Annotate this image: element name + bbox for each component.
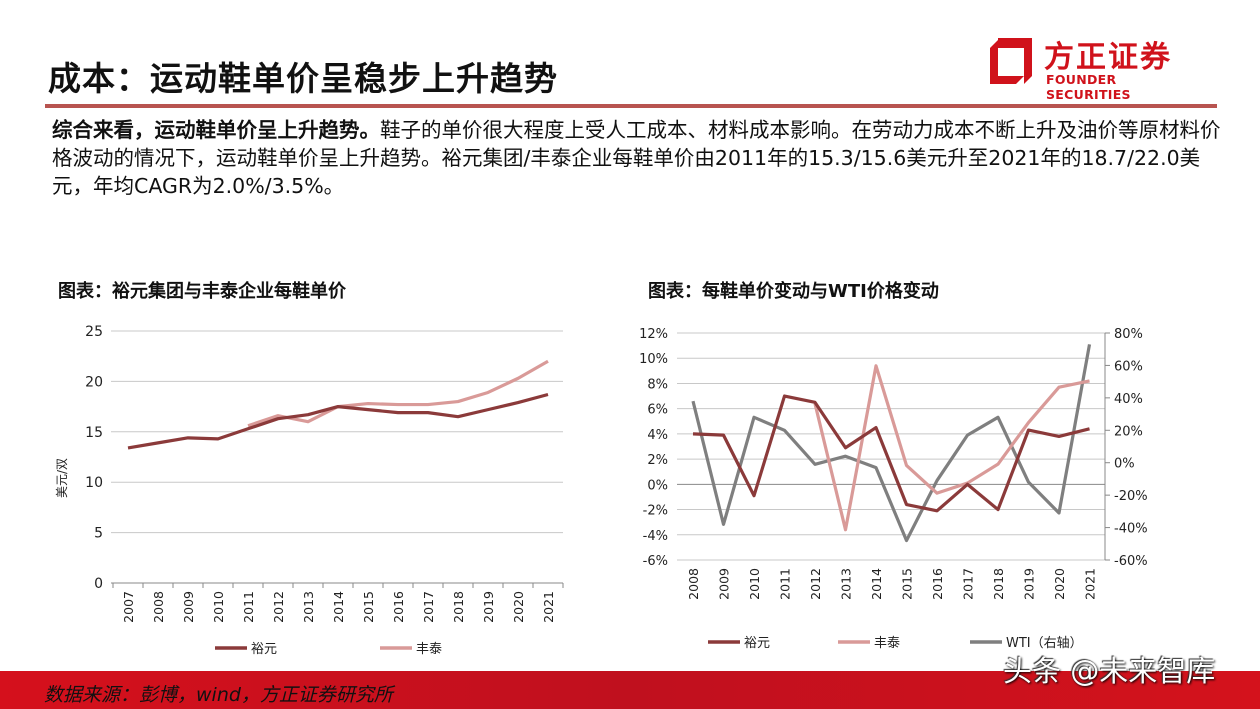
data-source: 数据来源：彭博，wind，方正证券研究所 [44,684,393,706]
y-tick-label: 5 [94,526,103,542]
x-tick-label: 2019 [1022,568,1037,600]
x-tick-label: 2014 [331,591,346,623]
x-tick-label: 2011 [241,591,256,623]
title-divider [45,104,1217,108]
y-tick-label: 6% [647,403,668,418]
y-tick-label: 0% [647,478,668,493]
legend-label: WTI（右轴） [1006,636,1083,651]
logo-mark-icon [990,38,1032,84]
y-tick-label: 8% [647,377,668,392]
x-tick-label: 2012 [271,591,286,623]
series-yuyuan [692,394,1090,513]
summary-text: 鞋子的单价很大程度上受人工成本、材料成本影响。在劳动力成本不断上升及油价等原材料… [52,118,1221,198]
x-tick-label: 2015 [900,568,915,600]
y2-tick-label: 0% [1114,457,1135,472]
series-wti [691,344,1092,543]
x-tick-label: 2016 [391,591,406,623]
x-tick-label: 2008 [686,568,701,600]
page-title: 成本：运动鞋单价呈稳步上升趋势 [48,59,558,98]
y2-tick-label: 60% [1114,359,1143,374]
legend-label: 裕元 [744,636,770,651]
y2-tick-label: -60% [1114,554,1148,569]
y-tick-label: 0 [94,576,103,592]
x-tick-label: 2015 [361,591,376,623]
summary-paragraph: 综合来看，运动鞋单价呈上升趋势。鞋子的单价很大程度上受人工成本、材料成本影响。在… [52,116,1222,200]
y-tick-label: 20 [85,374,103,390]
y2-tick-label: 80% [1114,327,1143,342]
x-tick-label: 2019 [481,591,496,623]
legend-label: 裕元 [251,642,277,657]
x-tick-label: 2011 [778,568,793,600]
founder-securities-logo: 方正证券 FOUNDER SECURITIES [990,34,1205,102]
x-tick-label: 2013 [301,591,316,623]
summary-lead: 综合来看，运动鞋单价呈上升趋势。 [52,118,380,142]
x-tick-label: 2013 [839,568,854,600]
y-tick-label: 4% [647,428,668,443]
y-tick-label: 2% [647,453,668,468]
logo-en: FOUNDER SECURITIES [1046,72,1131,102]
logo-cn: 方正证券 [1044,40,1172,75]
x-tick-label: 2010 [747,568,762,600]
x-tick-label: 2010 [211,591,226,623]
y-tick-label: 15 [85,425,103,441]
x-tick-label: 2014 [869,568,884,600]
y-tick-label: -6% [643,554,668,569]
chart1-title: 图表：裕元集团与丰泰企业每鞋单价 [58,281,346,302]
x-tick-label: 2020 [1052,568,1067,600]
x-tick-label: 2012 [808,568,823,600]
series-yuyuan [127,392,549,450]
x-tick-label: 2018 [991,568,1006,600]
y-tick-label: -4% [643,529,668,544]
x-tick-label: 2007 [121,591,136,623]
y2-tick-label: -20% [1114,489,1148,504]
watermark: 头条 @未来智库 [1003,654,1216,688]
x-tick-label: 2021 [541,591,556,623]
y-axis-label: 美元/双 [55,458,69,498]
x-tick-label: 2017 [961,568,976,600]
y-tick-label: 10% [639,352,668,367]
y-tick-label: 12% [639,327,668,342]
y2-tick-label: 40% [1114,392,1143,407]
x-tick-label: 2021 [1083,568,1098,600]
chart2-title: 图表：每鞋单价变动与WTI价格变动 [648,281,939,302]
series-fengtai [813,364,1090,532]
x-tick-label: 2018 [451,591,466,623]
x-tick-label: 2009 [717,568,732,600]
x-tick-label: 2009 [181,591,196,623]
y-tick-label: 25 [85,324,103,340]
y-tick-label: -2% [643,504,668,519]
footer-band [0,671,1260,709]
y-tick-label: 10 [85,475,103,491]
legend-label: 丰泰 [416,642,442,657]
x-tick-label: 2020 [511,591,526,623]
x-tick-label: 2017 [421,591,436,623]
x-tick-label: 2008 [151,591,166,623]
y2-tick-label: 20% [1114,424,1143,439]
x-tick-label: 2016 [930,568,945,600]
y2-tick-label: -40% [1114,522,1148,537]
legend-label: 丰泰 [874,636,900,651]
